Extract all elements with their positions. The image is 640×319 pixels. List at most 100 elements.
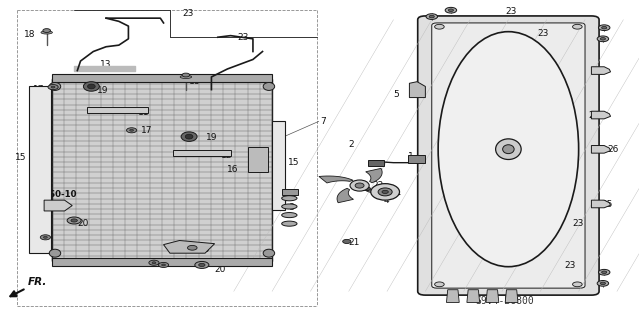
Polygon shape: [52, 258, 272, 266]
Text: 20: 20: [214, 264, 226, 274]
Polygon shape: [44, 200, 72, 211]
Ellipse shape: [263, 83, 275, 90]
Ellipse shape: [188, 245, 197, 250]
Polygon shape: [272, 122, 285, 210]
Text: 3: 3: [478, 249, 484, 258]
Ellipse shape: [180, 75, 191, 78]
Polygon shape: [447, 290, 460, 302]
Ellipse shape: [44, 236, 47, 238]
Text: 5: 5: [394, 90, 399, 99]
Text: 2: 2: [349, 140, 355, 149]
Text: B-60-10: B-60-10: [39, 190, 77, 199]
Ellipse shape: [181, 132, 197, 141]
Text: 22: 22: [372, 181, 383, 190]
Polygon shape: [366, 188, 400, 195]
Ellipse shape: [573, 282, 582, 287]
Ellipse shape: [152, 262, 156, 264]
Text: 21: 21: [349, 238, 360, 247]
Text: 23: 23: [182, 9, 194, 18]
Text: 8: 8: [288, 203, 294, 212]
Text: S9V4-B6800: S9V4-B6800: [476, 296, 534, 306]
Polygon shape: [505, 290, 518, 302]
Text: 6: 6: [598, 68, 604, 77]
Ellipse shape: [195, 262, 209, 269]
Text: 20: 20: [77, 219, 89, 227]
Ellipse shape: [363, 187, 371, 191]
Ellipse shape: [598, 269, 610, 275]
Text: 17: 17: [33, 85, 44, 94]
Text: 13: 13: [100, 60, 111, 69]
Text: 9: 9: [57, 201, 63, 210]
Ellipse shape: [435, 24, 444, 29]
Ellipse shape: [598, 25, 610, 31]
Text: 17: 17: [157, 260, 169, 270]
Ellipse shape: [263, 249, 275, 257]
Ellipse shape: [282, 204, 297, 209]
Polygon shape: [52, 74, 272, 82]
Text: 7: 7: [320, 117, 326, 126]
FancyBboxPatch shape: [418, 16, 599, 295]
Ellipse shape: [67, 217, 81, 224]
Polygon shape: [591, 67, 611, 74]
Text: 23: 23: [572, 219, 584, 228]
Ellipse shape: [43, 29, 51, 33]
Ellipse shape: [426, 14, 438, 19]
Ellipse shape: [282, 196, 297, 201]
Ellipse shape: [130, 129, 134, 131]
Text: 18: 18: [189, 77, 200, 86]
Ellipse shape: [600, 282, 605, 285]
Text: 10: 10: [198, 245, 210, 254]
Ellipse shape: [573, 24, 582, 29]
Polygon shape: [368, 160, 384, 166]
Ellipse shape: [49, 249, 61, 257]
Text: 14: 14: [250, 74, 261, 83]
Polygon shape: [248, 147, 268, 172]
Ellipse shape: [449, 9, 454, 11]
Polygon shape: [337, 188, 353, 203]
Ellipse shape: [435, 282, 444, 287]
Ellipse shape: [182, 73, 189, 77]
Text: 24: 24: [588, 111, 600, 120]
Polygon shape: [29, 86, 51, 253]
Ellipse shape: [159, 263, 169, 268]
Text: 23: 23: [237, 33, 248, 42]
Ellipse shape: [597, 280, 609, 286]
Text: 15: 15: [288, 158, 300, 167]
Ellipse shape: [602, 26, 607, 29]
Polygon shape: [282, 189, 298, 195]
Polygon shape: [486, 290, 499, 302]
Text: 4: 4: [384, 196, 390, 205]
Ellipse shape: [88, 84, 95, 89]
Polygon shape: [52, 78, 272, 261]
Text: 18: 18: [24, 30, 36, 39]
Ellipse shape: [162, 264, 166, 266]
Ellipse shape: [342, 239, 351, 243]
FancyBboxPatch shape: [432, 23, 585, 288]
Ellipse shape: [71, 219, 77, 222]
Polygon shape: [319, 176, 353, 183]
Polygon shape: [365, 168, 382, 183]
Ellipse shape: [350, 180, 369, 191]
Ellipse shape: [429, 15, 435, 18]
Ellipse shape: [282, 221, 297, 226]
Text: 23: 23: [564, 261, 575, 271]
Ellipse shape: [382, 190, 388, 194]
Text: 19: 19: [97, 86, 108, 95]
Text: 23: 23: [505, 7, 516, 16]
Polygon shape: [467, 290, 479, 302]
Polygon shape: [164, 241, 214, 253]
Ellipse shape: [282, 212, 297, 218]
Ellipse shape: [371, 184, 399, 200]
Ellipse shape: [445, 7, 457, 13]
Polygon shape: [591, 145, 611, 153]
Text: 15: 15: [15, 153, 26, 162]
Ellipse shape: [378, 188, 392, 196]
Text: 25: 25: [601, 200, 612, 209]
Ellipse shape: [51, 86, 55, 88]
Text: 11: 11: [138, 108, 150, 117]
Text: 1: 1: [408, 152, 413, 161]
Polygon shape: [87, 107, 148, 114]
Ellipse shape: [49, 83, 61, 90]
Polygon shape: [410, 82, 426, 98]
Ellipse shape: [602, 271, 607, 273]
